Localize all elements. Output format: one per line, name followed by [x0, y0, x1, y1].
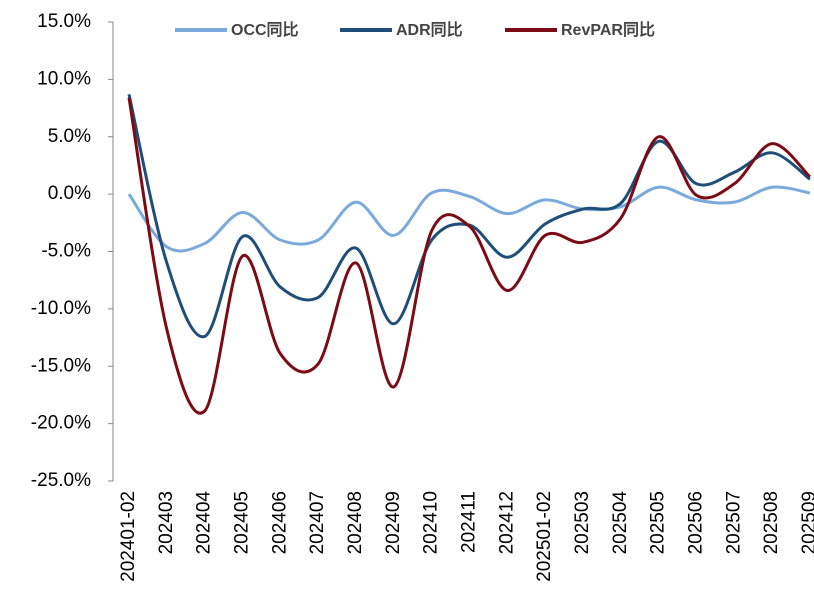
x-tick-label: 202405: [232, 491, 253, 554]
y-tick-label: 0.0%: [48, 183, 91, 204]
x-tick-label: 202501-02: [534, 491, 555, 582]
y-tick-label: -10.0%: [31, 298, 91, 319]
legend-label: ADR同比: [396, 21, 463, 39]
x-tick-label: 202407: [307, 491, 328, 554]
y-tick-label: 10.0%: [37, 68, 91, 89]
line-series: [127, 93, 811, 339]
y-tick-label: -20.0%: [31, 413, 91, 434]
legend-label: RevPAR同比: [561, 21, 655, 39]
line-series: [127, 97, 812, 415]
x-tick-label: 202508: [761, 491, 782, 554]
x-tick-label: 202412: [496, 491, 517, 554]
x-tick-label: 202401-02: [118, 491, 139, 582]
x-tick-label: 202504: [610, 491, 631, 555]
x-tick-label: 202507: [723, 491, 744, 554]
x-tick-label: 202403: [156, 491, 177, 554]
x-tick-label: 202409: [383, 491, 404, 554]
y-tick-label: -25.0%: [31, 470, 91, 491]
x-tick-label: 202503: [572, 491, 593, 554]
x-tick-label: 202408: [345, 491, 366, 554]
line-series: [127, 185, 811, 253]
y-tick-label: 5.0%: [48, 126, 91, 147]
y-tick-label: -5.0%: [41, 241, 91, 262]
y-tick-label: 15.0%: [37, 11, 91, 32]
x-tick-label: 202410: [421, 491, 442, 554]
y-tick-label: -15.0%: [31, 355, 91, 376]
x-tick-label: 202404: [194, 491, 215, 555]
x-tick-label: 202406: [269, 491, 290, 554]
legend-label: OCC同比: [231, 21, 299, 39]
x-tick-label: 202505: [648, 491, 669, 554]
x-tick-label: 202509: [799, 491, 814, 554]
x-tick-label: 202506: [685, 491, 706, 554]
x-tick-label: 202411: [458, 491, 479, 553]
